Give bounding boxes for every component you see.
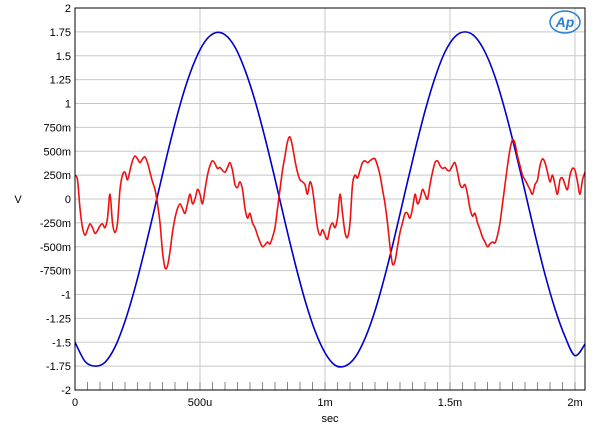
x-tick-label: 2m: [567, 397, 582, 409]
ap-logo-ring: [549, 10, 581, 34]
y-tick-label: 500m: [43, 146, 71, 158]
plot-border: [74, 7, 586, 391]
x-tick-label: 1m: [317, 397, 332, 409]
x-axis-label: sec: [321, 413, 339, 425]
ap-logo-text: Ap: [555, 14, 575, 30]
ap-logo: Ap: [549, 10, 581, 34]
minor-ticks: [87, 382, 576, 390]
y-axis-label: V: [14, 194, 22, 206]
y-tick-label: 1: [65, 99, 71, 111]
series-line-2: [74, 135, 586, 270]
y-tick-label: -250m: [40, 218, 71, 230]
y-tick-labels: 2 1.75 1.5 1.25 1 750m 500m 250m 0 -250m -500m -750…: [40, 3, 71, 397]
y-tick-label: -1.75: [46, 361, 71, 373]
y-tick-label: -1.5: [52, 337, 71, 349]
y-tick-label: 1.5: [56, 51, 71, 63]
y-tick-label: -2: [61, 385, 71, 397]
y-tick-label: 750m: [43, 122, 71, 134]
y-tick-label: 2: [65, 3, 71, 15]
y-tick-label: -1.25: [46, 313, 71, 325]
x-tick-label: 0: [72, 397, 78, 409]
y-tick-label: -1: [61, 290, 71, 302]
y-tick-label: 0: [65, 194, 71, 206]
x-tick-label: 500u: [188, 397, 212, 409]
series-line-1: [74, 31, 586, 368]
series-group: [74, 31, 586, 368]
y-tick-label: 250m: [43, 170, 71, 182]
y-tick-label: 1.75: [50, 27, 71, 39]
y-tick-label: -750m: [40, 266, 71, 278]
y-tick-label: -500m: [40, 242, 71, 254]
x-tick-labels: 0 500u 1m 1.5m 2m: [72, 397, 583, 409]
x-tick-label: 1.5m: [438, 397, 462, 409]
y-tick-label: 1.25: [50, 75, 71, 87]
